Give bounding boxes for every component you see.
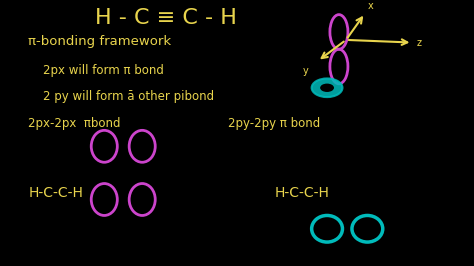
Ellipse shape <box>320 84 334 92</box>
Text: x: x <box>367 1 373 11</box>
Text: 2px will form π bond: 2px will form π bond <box>43 64 164 77</box>
Text: z: z <box>417 38 422 48</box>
Text: π-bonding framework: π-bonding framework <box>28 35 172 48</box>
Text: H-C-C-H: H-C-C-H <box>275 186 330 200</box>
Text: 2py-2py π bond: 2py-2py π bond <box>228 117 320 130</box>
Text: H - C ≡ C - H: H - C ≡ C - H <box>95 8 237 28</box>
Text: 2px-2px  πbond: 2px-2px πbond <box>28 117 121 130</box>
Text: H-C-C-H: H-C-C-H <box>28 186 83 200</box>
Text: 2 py will form ā other pibond: 2 py will form ā other pibond <box>43 90 214 103</box>
Ellipse shape <box>311 78 342 97</box>
Text: y: y <box>302 66 308 77</box>
